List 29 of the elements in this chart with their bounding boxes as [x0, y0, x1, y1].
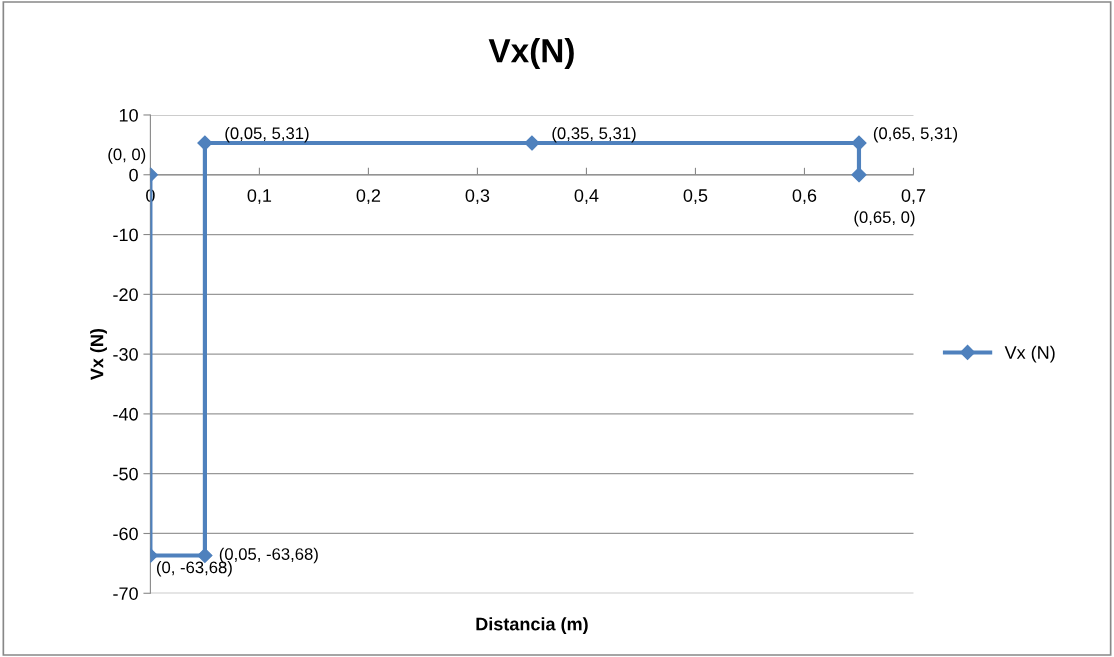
data-label: (0, 0)	[108, 148, 146, 164]
data-label: (0,35, 5,31)	[552, 126, 636, 143]
x-tick-label: 0,5	[683, 189, 708, 205]
y-tick-label: -20	[113, 288, 138, 302]
y-tick-label: 0	[129, 168, 138, 182]
data-label: (0,05, 5,31)	[225, 126, 309, 143]
y-tick-label: -40	[113, 407, 138, 421]
point	[524, 135, 540, 151]
point	[851, 135, 867, 151]
x-tick-label: 0,6	[792, 189, 817, 205]
x-tick-label: 0,4	[574, 189, 599, 205]
y-tick-label: 10	[119, 108, 138, 122]
point	[851, 167, 867, 183]
y-axis-title: Vx (N)	[90, 328, 107, 381]
point	[197, 135, 213, 151]
y-tick-label: -10	[113, 228, 138, 242]
data-label: (0,65, 5,31)	[873, 126, 958, 143]
x-tick-label: 0,7	[901, 189, 926, 205]
x-tick-label: 0,3	[465, 189, 490, 205]
legend-label: Vx (N)	[1004, 345, 1055, 363]
x-tick-label: 0,2	[356, 189, 381, 205]
y-tick-label: -60	[113, 527, 138, 541]
x-tick-label: 0,1	[247, 189, 272, 205]
data-label: (0,65, 0)	[854, 210, 915, 227]
x-axis-title: Distancia (m)	[476, 617, 588, 635]
chart-title: Vx(N)	[488, 38, 574, 70]
y-tick-label: -50	[113, 467, 138, 481]
y-tick-label: -30	[113, 348, 138, 361]
y-tick-label: -70	[113, 587, 138, 600]
